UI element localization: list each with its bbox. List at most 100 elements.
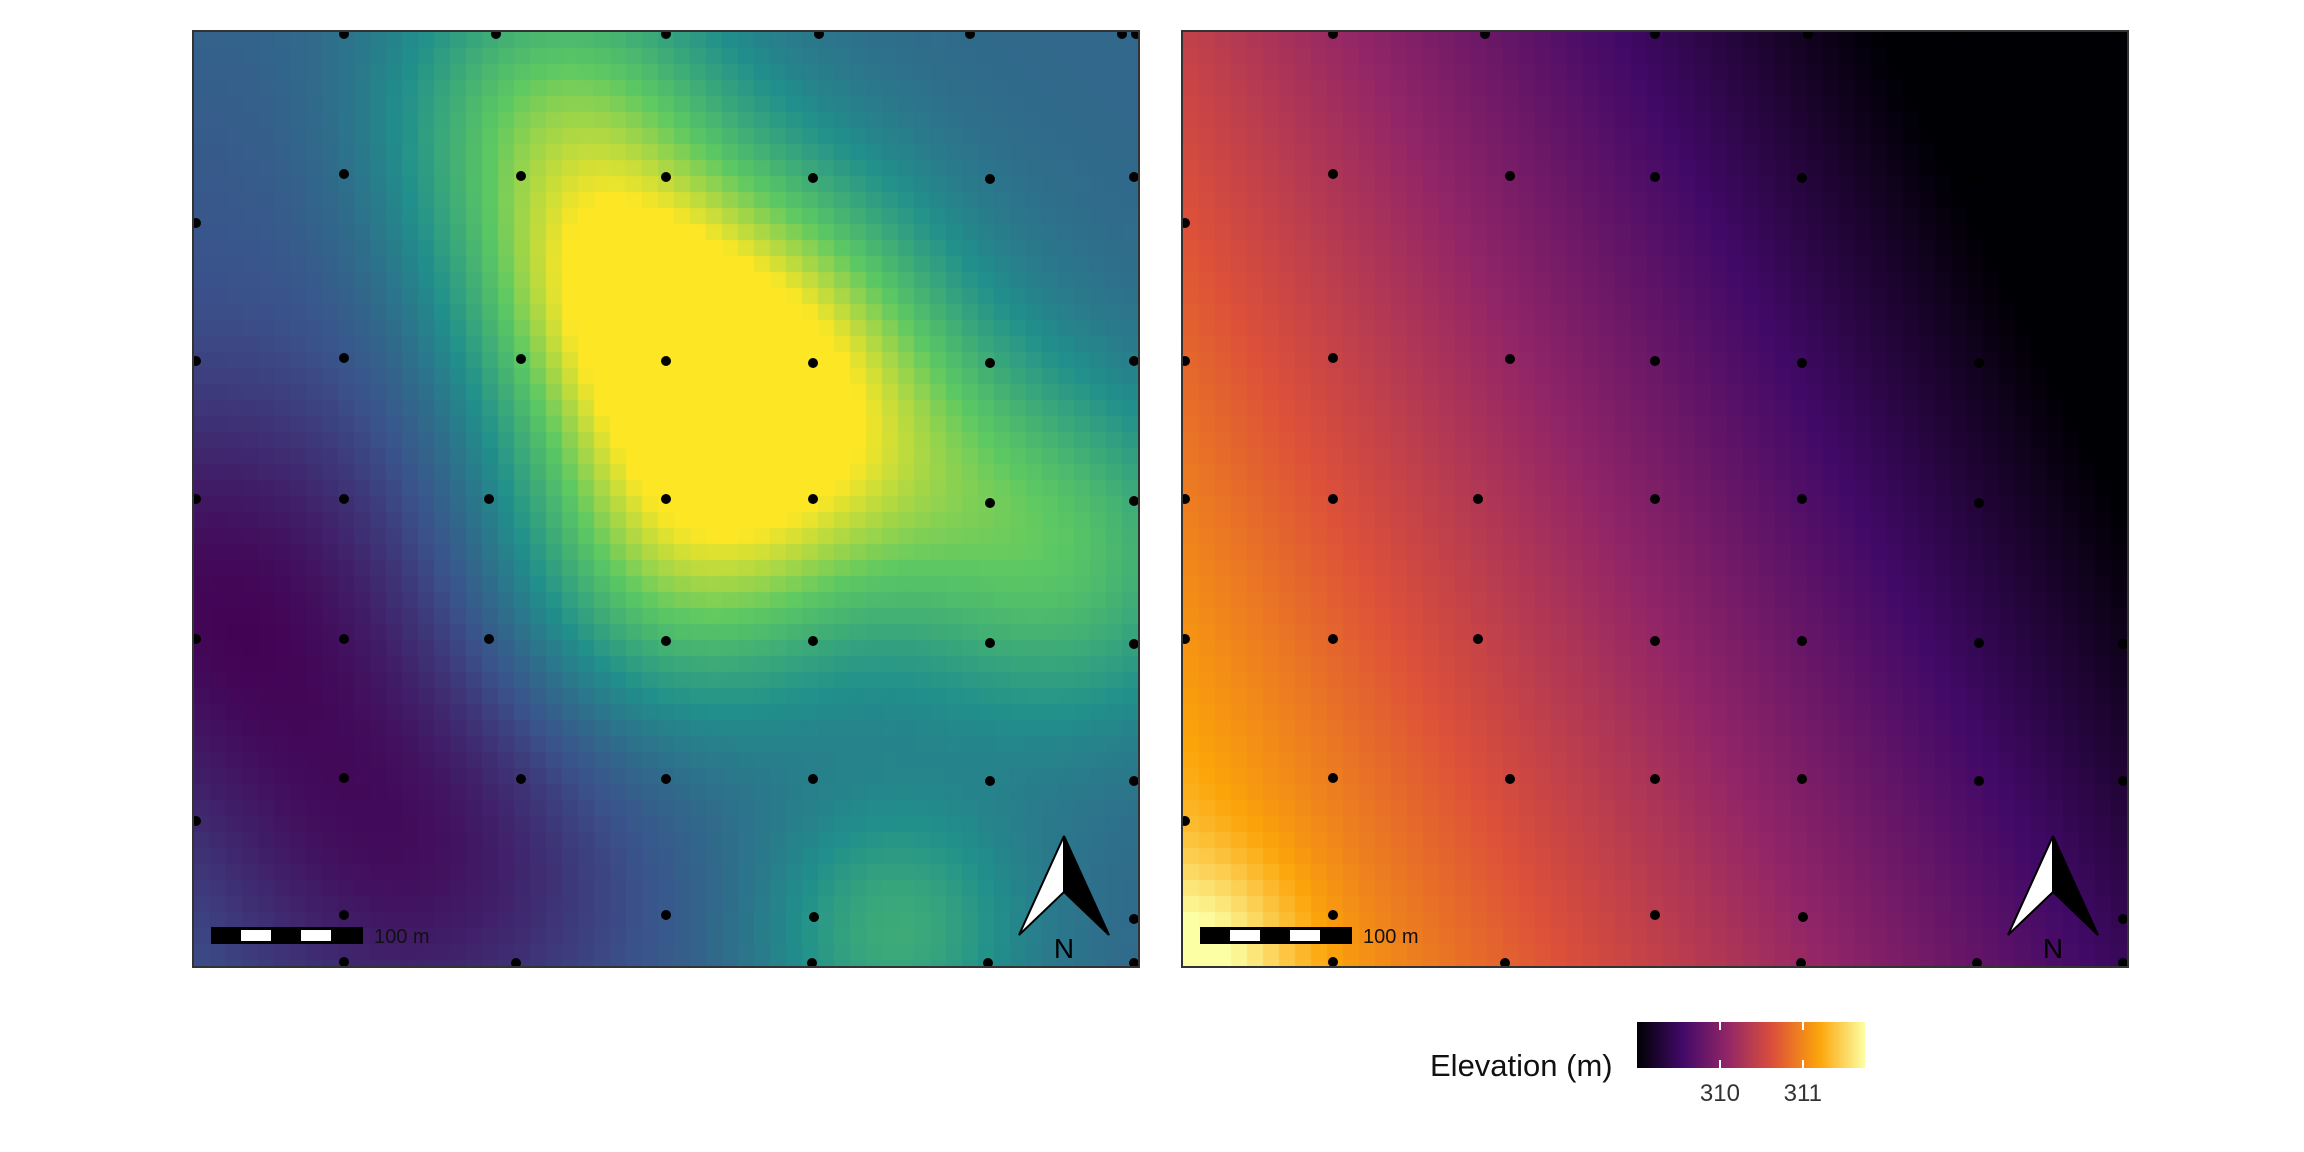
sample-point (339, 634, 349, 644)
sample-point (1131, 32, 1138, 39)
sample-point (809, 912, 819, 922)
sample-point (339, 910, 349, 920)
sample-point (1129, 172, 1138, 182)
sample-point (1183, 634, 1190, 644)
sample-point (2118, 776, 2127, 786)
sample-point (339, 32, 349, 39)
sample-point (1183, 218, 1190, 228)
legend-tick-mark (1718, 1060, 1721, 1068)
sample-point (1974, 174, 1984, 184)
sample-point (1798, 912, 1808, 922)
sample-point (1796, 958, 1806, 966)
scale-bar-segment (1290, 930, 1320, 941)
sample-point (2120, 32, 2127, 39)
sample-point (807, 958, 817, 966)
sample-point (1650, 356, 1660, 366)
north-arrow-dark-half (1063, 835, 1110, 936)
sample-point (985, 638, 995, 648)
sample-point (814, 32, 824, 39)
sample-point (1480, 32, 1490, 39)
sample-point (484, 634, 494, 644)
map-overlay-right: 100 m N (1183, 32, 2127, 966)
sample-point (516, 354, 526, 364)
sample-point (1505, 774, 1515, 784)
sample-point (1328, 169, 1338, 179)
sample-point (1650, 172, 1660, 182)
legend-tick-mark (1801, 1060, 1804, 1068)
sample-point (1129, 639, 1138, 649)
sample-point (661, 774, 671, 784)
legend-title: Elevation (m) (1430, 1048, 1613, 1083)
sample-point (1328, 494, 1338, 504)
sample-point (1183, 356, 1190, 366)
sample-point (808, 774, 818, 784)
sample-point (661, 356, 671, 366)
sample-point (1797, 494, 1807, 504)
sample-point (339, 957, 349, 966)
sample-point (2118, 356, 2127, 366)
sample-point (808, 494, 818, 504)
sample-point (1328, 634, 1338, 644)
sample-point (1328, 773, 1338, 783)
sample-point (1803, 32, 1813, 39)
scale-bar-label: 100 m (374, 926, 430, 948)
scale-bar-frame (211, 927, 363, 944)
scale-bar-segment (301, 930, 331, 941)
sample-point (194, 494, 201, 504)
sample-point (1974, 776, 1984, 786)
sample-point (983, 958, 993, 966)
sample-point (516, 774, 526, 784)
sample-point (1505, 171, 1515, 181)
sample-point (1129, 356, 1138, 366)
map-panel-left: 100 m N (192, 30, 1140, 968)
scale-bar-segment (241, 930, 271, 941)
sample-point (1974, 498, 1984, 508)
sample-point (339, 169, 349, 179)
sample-point (808, 358, 818, 368)
sample-point (484, 494, 494, 504)
north-arrow-dark-half (2052, 835, 2099, 936)
sample-point (1650, 494, 1660, 504)
sample-point (1974, 358, 1984, 368)
legend-colorbar (1637, 1022, 1865, 1068)
scale-bar-label: 100 m (1363, 926, 1419, 948)
sample-point (1328, 957, 1338, 966)
sample-point (1328, 353, 1338, 363)
sample-point (1505, 354, 1515, 364)
sample-point (1650, 910, 1660, 920)
sample-point (516, 171, 526, 181)
sample-point (194, 816, 201, 826)
sample-point (1129, 958, 1138, 966)
sample-point (2118, 496, 2127, 506)
sample-points (1183, 32, 2127, 966)
sample-point (2118, 639, 2127, 649)
legend-tick-label: 311 (1783, 1080, 1822, 1107)
legend-tick-mark (1801, 1022, 1804, 1030)
sample-point (661, 910, 671, 920)
sample-point (808, 636, 818, 646)
legend-tick-mark (1718, 1022, 1721, 1030)
sample-point (1797, 173, 1807, 183)
sample-point (1473, 634, 1483, 644)
sample-point (194, 356, 201, 366)
sample-point (1650, 636, 1660, 646)
north-arrow-light-half (2007, 835, 2054, 936)
sample-point (194, 218, 201, 228)
sample-point (1117, 32, 1127, 39)
sample-point (1183, 816, 1190, 826)
sample-point (1954, 32, 1964, 39)
scale-bar: 100 m (1200, 926, 1419, 948)
sample-point (1328, 32, 1338, 39)
sample-point (661, 172, 671, 182)
sample-point (1183, 494, 1190, 504)
sample-point (1500, 958, 1510, 966)
scale-bar-frame (1200, 927, 1352, 944)
sample-point (1797, 774, 1807, 784)
north-arrow: N (1018, 835, 1110, 964)
scale-bar-segment (1230, 930, 1260, 941)
sample-point (2118, 914, 2127, 924)
scale-bar: 100 m (211, 926, 430, 948)
sample-point (339, 773, 349, 783)
map-overlay-left: 100 m N (194, 32, 1138, 966)
sample-point (985, 776, 995, 786)
